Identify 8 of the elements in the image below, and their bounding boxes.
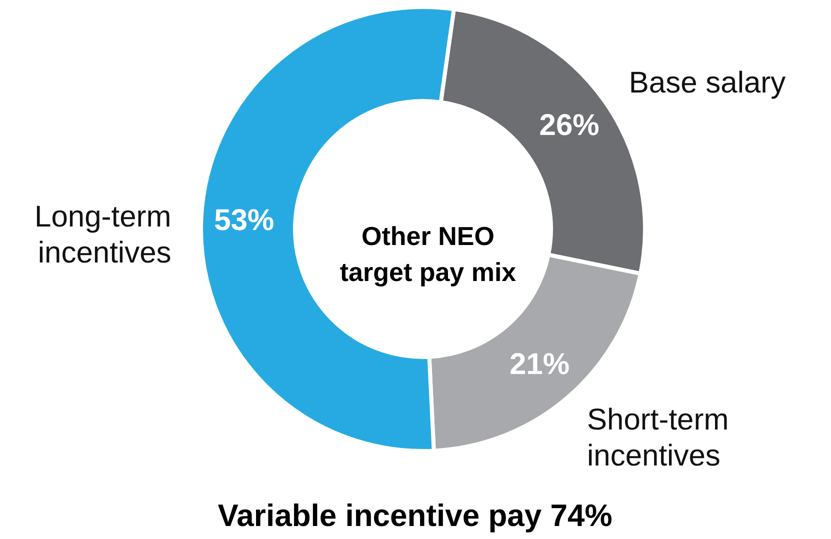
- data-label: 26%: [539, 108, 600, 142]
- data-label: 21%: [509, 348, 570, 381]
- text: Other NEO target pay mix: [340, 221, 517, 287]
- slice-label: Short-term incentives: [586, 403, 729, 472]
- text: Variable incentive pay 74%: [218, 498, 612, 533]
- slice-label: Long-term incentives: [34, 200, 172, 270]
- slice-label: Base salary: [628, 66, 786, 100]
- data-label: 53%: [214, 204, 274, 237]
